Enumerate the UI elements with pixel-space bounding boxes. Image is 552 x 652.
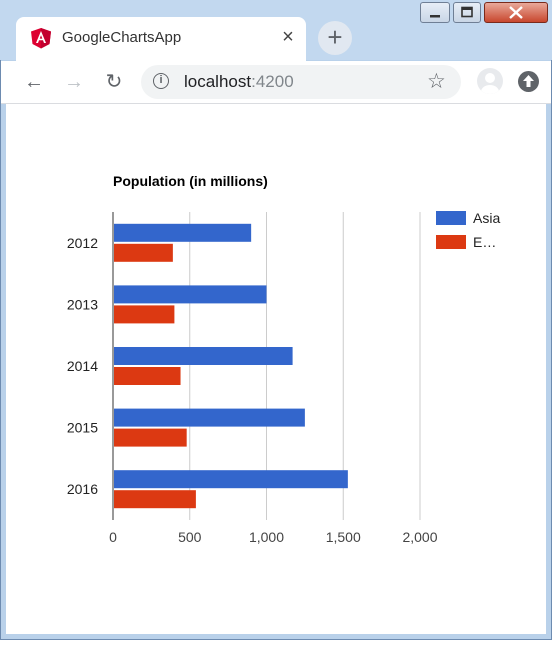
reload-button[interactable]: ↻ <box>105 71 123 93</box>
x-tick-label: 500 <box>178 529 202 545</box>
title-bar: GoogleChartsApp × + <box>0 0 552 61</box>
bar-europe-2012[interactable] <box>114 243 173 262</box>
y-axis-tick-labels: 2012 2013 2014 2015 2016 <box>67 235 98 497</box>
close-icon <box>509 6 523 19</box>
browser-toolbar: ← → ↻ i localhost:4200 ☆ <box>1 61 551 104</box>
url-text[interactable]: localhost:4200 <box>184 72 294 92</box>
bar-asia-2012[interactable] <box>114 223 252 242</box>
new-tab-button[interactable]: + <box>318 21 352 55</box>
star-icon[interactable]: ☆ <box>427 70 446 93</box>
chart-legend: Asia E… <box>436 210 500 250</box>
legend-swatch-europe[interactable] <box>436 235 466 249</box>
chart-bars <box>114 223 348 509</box>
legend-label-europe[interactable]: E… <box>473 234 496 250</box>
page-content: 2012 2013 2014 2015 2016 0 500 1,000 1,500 2,000… <box>6 104 546 634</box>
close-window-button[interactable] <box>484 2 548 23</box>
x-tick-label: 0 <box>109 529 117 545</box>
back-button[interactable]: ← <box>24 71 44 93</box>
url-host: localhost <box>184 72 252 91</box>
profile-avatar[interactable] <box>477 68 503 94</box>
angular-icon <box>31 28 51 49</box>
url-port: :4200 <box>251 72 294 91</box>
x-tick-label: 1,000 <box>249 529 284 545</box>
y-tick-label: 2012 <box>67 235 98 251</box>
bar-asia-2016[interactable] <box>114 470 348 489</box>
update-button[interactable] <box>518 71 539 92</box>
bar-europe-2014[interactable] <box>114 367 181 385</box>
browser-tab[interactable]: GoogleChartsApp × <box>16 17 306 61</box>
y-tick-label: 2014 <box>67 358 98 374</box>
y-tick-label: 2013 <box>67 296 98 312</box>
maximize-icon <box>461 6 473 18</box>
bar-asia-2015[interactable] <box>114 408 305 427</box>
chart-gridlines <box>189 212 421 520</box>
bar-europe-2013[interactable] <box>114 305 175 324</box>
bar-asia-2014[interactable] <box>114 347 293 365</box>
arrow-up-icon <box>523 75 534 87</box>
forward-button[interactable]: → <box>64 71 84 93</box>
bar-chart: 2012 2013 2014 2015 2016 0 500 1,000 1,500 2,000… <box>67 173 501 545</box>
person-icon <box>481 73 499 94</box>
x-tick-label: 2,000 <box>402 529 437 545</box>
y-tick-label: 2015 <box>67 420 98 436</box>
y-tick-label: 2016 <box>67 481 98 497</box>
bar-europe-2015[interactable] <box>114 428 187 447</box>
x-tick-label: 1,500 <box>326 529 361 545</box>
legend-swatch-asia[interactable] <box>436 211 466 225</box>
bar-europe-2016[interactable] <box>114 490 196 509</box>
address-bar[interactable]: i localhost:4200 ☆ <box>141 65 461 99</box>
maximize-button[interactable] <box>453 2 481 23</box>
tab-title: GoogleChartsApp <box>62 29 182 46</box>
x-axis-tick-labels: 0 500 1,000 1,500 2,000 <box>109 529 438 545</box>
legend-label-asia[interactable]: Asia <box>473 210 500 226</box>
chart-title: Population (in millions) <box>113 173 268 189</box>
tab-close-icon[interactable]: × <box>282 26 294 48</box>
minimize-icon <box>430 15 440 18</box>
bar-asia-2013[interactable] <box>114 285 267 304</box>
minimize-button[interactable] <box>420 2 450 23</box>
info-icon[interactable]: i <box>153 73 169 89</box>
